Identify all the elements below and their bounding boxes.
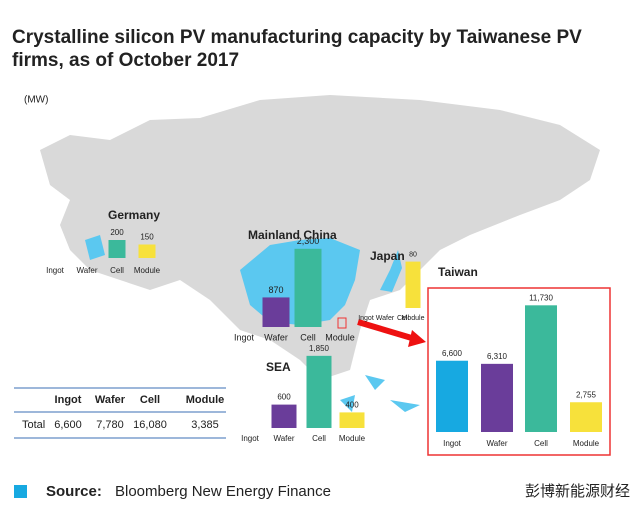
value-label: 2,300 <box>297 236 320 246</box>
value-label: 80 <box>409 251 417 258</box>
category-label: Wafer <box>76 266 97 275</box>
value-label: 870 <box>268 285 283 295</box>
category-label: Wafer <box>264 332 288 342</box>
category-label: Wafer <box>273 434 294 443</box>
chart-title: Taiwan <box>438 265 478 279</box>
sea-region <box>340 375 420 412</box>
taiwan-marker <box>337 317 347 329</box>
value-label: 1,850 <box>309 344 330 353</box>
table-cell: 3,385 <box>191 419 219 431</box>
chart-title: Mainland China <box>248 228 337 242</box>
value-label: 2,755 <box>576 390 597 399</box>
bar <box>108 240 126 258</box>
value-label: 150 <box>140 233 154 242</box>
value-label: 6,310 <box>487 352 508 361</box>
source-label: Source: <box>46 483 102 500</box>
value-label: 6,600 <box>442 349 463 358</box>
watermark: 彭博新能源财经 <box>525 483 630 500</box>
bar <box>138 244 156 258</box>
value-label: 400 <box>345 401 359 410</box>
category-label: Wafer <box>376 315 395 322</box>
table-header: Cell <box>140 394 160 406</box>
bar <box>271 404 297 428</box>
category-label: Ingot <box>443 439 462 448</box>
source: Bloomberg New Energy Finance <box>115 483 331 500</box>
arrow-head <box>408 330 426 347</box>
table-cell: Total <box>22 419 45 431</box>
category-label: Ingot <box>241 434 260 443</box>
bar <box>481 363 513 432</box>
bar <box>339 412 365 428</box>
category-label: Ingot <box>46 266 65 275</box>
bar <box>262 297 290 327</box>
category-label: Ingot <box>358 315 374 322</box>
category-label: Wafer <box>486 439 507 448</box>
category-label: Cell <box>534 439 548 448</box>
title: firms, as of October 2017 <box>12 50 239 71</box>
bar <box>294 248 322 327</box>
value-label: 600 <box>277 393 291 402</box>
chart-title: Germany <box>108 208 160 222</box>
table-cell: 6,600 <box>54 419 82 431</box>
category-label: Cell <box>397 315 410 322</box>
category-label: Module <box>339 434 366 443</box>
table-cell: 16,080 <box>133 419 167 431</box>
bar <box>436 360 468 432</box>
source-icon <box>14 485 27 498</box>
bar <box>405 261 421 308</box>
category-label: Ingot <box>234 332 255 342</box>
germany-region <box>85 235 105 260</box>
bar <box>570 402 602 432</box>
value-label: 11,730 <box>529 293 553 302</box>
japan-region <box>380 250 402 292</box>
bar <box>525 305 557 432</box>
landmass <box>40 95 600 380</box>
category-label: Module <box>325 332 355 342</box>
chart-title: SEA <box>266 360 291 374</box>
table: Ingot Wafer Cell Module Total 6,600 7,78… <box>14 387 226 439</box>
title: Crystalline silicon PV manufacturing cap… <box>12 27 582 48</box>
unit: (MW) <box>24 95 48 106</box>
table-header: Wafer <box>95 394 126 406</box>
value-label: 200 <box>110 228 124 237</box>
table-header: Ingot <box>55 394 82 406</box>
chart-title: Japan <box>370 249 405 263</box>
table-cell: 7,780 <box>96 419 124 431</box>
category-label: Cell <box>312 434 326 443</box>
category-label: Cell <box>300 332 316 342</box>
category-label: Module <box>402 315 425 322</box>
arrow <box>357 319 416 342</box>
bar <box>306 355 332 428</box>
category-label: Module <box>573 439 600 448</box>
category-label: Module <box>134 266 161 275</box>
table-header: Module <box>186 394 225 406</box>
category-label: Cell <box>110 266 124 275</box>
